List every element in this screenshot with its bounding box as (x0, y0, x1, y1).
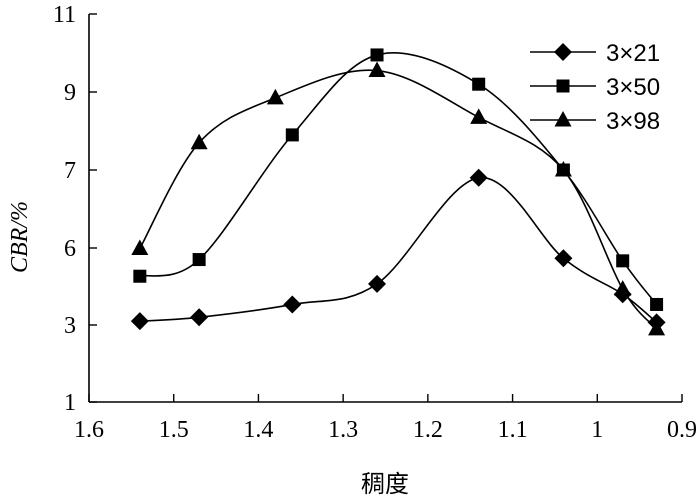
triangle-marker (266, 88, 284, 105)
axes (88, 14, 682, 403)
legend-diamond-marker (554, 43, 572, 61)
square-marker (616, 254, 630, 268)
diamond-marker (130, 312, 149, 331)
y-axis-title: CBR/% (7, 201, 33, 273)
x-tick-label: 1.5 (159, 417, 189, 443)
legend-label: 3×50 (606, 74, 660, 101)
y-tick-label: 11 (53, 2, 76, 28)
y-tick-label: 6 (64, 236, 76, 262)
triangle-marker (648, 319, 666, 336)
x-tick-label: 1 (591, 417, 603, 443)
triangle-marker (190, 133, 208, 150)
series-line (139, 52, 658, 305)
y-tick-label: 3 (64, 313, 76, 339)
x-tick-label: 1.3 (328, 417, 358, 443)
x-axis-ticks: 1.6 1.5 1.4 1.3 1.2 1.1 1 0.9 (74, 394, 697, 443)
series-line (139, 176, 658, 324)
diamond-marker (368, 274, 387, 293)
legend-label: 3×98 (606, 108, 660, 135)
square-marker (192, 253, 206, 267)
square-marker (650, 297, 664, 311)
square-marker (472, 77, 486, 91)
legend-item: 3×21 (530, 40, 660, 67)
square-marker (285, 128, 299, 142)
diamond-marker (190, 308, 209, 327)
series-1 (130, 168, 666, 332)
y-tick-label: 9 (64, 80, 76, 106)
legend-item: 3×98 (530, 108, 660, 135)
diamond-marker (554, 249, 573, 268)
series-3 (131, 61, 666, 336)
triangle-marker (470, 108, 488, 124)
legend-item: 3×50 (530, 74, 660, 101)
legend-square-marker (556, 79, 570, 93)
series-2 (133, 48, 664, 311)
legend-triangle-marker (554, 111, 572, 127)
triangle-marker (131, 239, 149, 256)
diamond-marker (283, 295, 302, 314)
square-marker (370, 48, 384, 62)
x-tick-label: 0.9 (667, 417, 697, 443)
legend-label: 3×21 (606, 40, 660, 67)
x-tick-label: 1.1 (498, 417, 528, 443)
x-tick-label: 1.2 (413, 417, 443, 443)
y-tick-label: 1 (64, 390, 76, 416)
series-group (130, 48, 666, 336)
x-tick-label: 1.4 (243, 417, 273, 443)
y-tick-label: 7 (64, 158, 76, 184)
triangle-marker (368, 61, 386, 78)
triangle-marker (554, 161, 572, 177)
x-tick-label: 1.6 (74, 417, 104, 443)
series-line (139, 69, 658, 330)
triangle-marker (614, 280, 632, 296)
y-axis-ticks: 1 3 6 7 9 11 (53, 2, 97, 416)
x-axis-title: 稠度 (361, 471, 409, 498)
legend: 3×21 3×50 3×98 (530, 40, 660, 135)
diamond-marker (469, 168, 488, 187)
square-marker (133, 269, 147, 283)
